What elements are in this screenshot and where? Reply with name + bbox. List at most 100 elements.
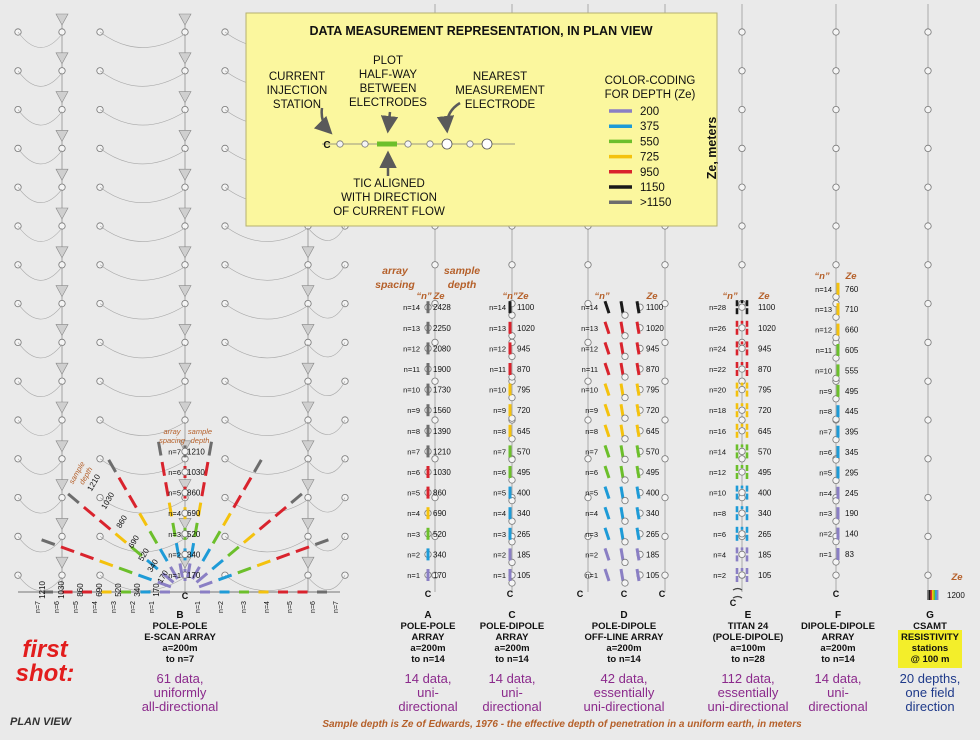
data-tic (41, 538, 56, 547)
demo-electrode (404, 140, 412, 148)
nearest_electrode-line: MEASUREMENT (455, 85, 544, 97)
n-label: n=14 (403, 303, 420, 312)
data-tic (204, 461, 210, 477)
ze-value: 1030 (433, 468, 451, 477)
n-label: n=10 (581, 386, 598, 395)
array-label: C (508, 610, 515, 621)
wire-curve (17, 458, 346, 475)
arrow-plot (380, 111, 399, 134)
electrode (58, 377, 66, 385)
data-tic (635, 445, 641, 458)
electrode (621, 476, 629, 484)
ze-value: 795 (758, 386, 772, 395)
ze-value: 340 (433, 550, 447, 559)
electrode (431, 338, 439, 346)
station-triangle (301, 285, 315, 298)
electrode (584, 455, 592, 463)
array-label: ARRAY (822, 632, 856, 643)
n-label: n=9 (819, 387, 832, 396)
array-label: RESISTIVITY (901, 632, 960, 643)
demo-electrode (426, 140, 434, 148)
bottom-n-label: n=1 (195, 601, 202, 613)
data-tic (211, 558, 224, 571)
electrode (661, 493, 669, 502)
ze-value: 1020 (517, 324, 535, 333)
arrow-nearest (436, 101, 461, 134)
electrode (221, 299, 229, 308)
n-label: n=8 (407, 427, 420, 436)
data-tic (619, 506, 625, 520)
array-summary: uni- (417, 685, 439, 700)
tic_aligned-line: WITH DIRECTION (341, 192, 437, 204)
electrode (924, 106, 932, 114)
current-c: C (833, 589, 840, 599)
n-label: n=4 (407, 509, 420, 518)
ze-value: 1100 (758, 303, 776, 312)
legend-box (245, 12, 718, 227)
ze-value: 1100 (517, 303, 535, 312)
array-summary: 14 data, (489, 671, 536, 686)
station-triangle (55, 440, 69, 453)
electrode (832, 456, 840, 464)
data-tic (157, 580, 172, 589)
station-triangle (55, 91, 69, 104)
electrode (508, 414, 516, 422)
electrode (621, 558, 629, 567)
electrode (924, 377, 932, 385)
data-tic (222, 512, 232, 527)
n-label: n=3 (168, 530, 181, 539)
wire-curve (17, 186, 346, 203)
data-tic (603, 403, 611, 417)
data-tic (314, 538, 329, 547)
data-tic (198, 580, 213, 589)
electrode (832, 354, 840, 362)
n-label: n=6 (585, 468, 598, 477)
electrode (181, 299, 189, 308)
electrode (924, 261, 932, 269)
data-tic (189, 542, 196, 558)
electrode (304, 261, 312, 269)
station-triangle (301, 401, 315, 414)
n-label: n=2 (168, 550, 181, 559)
ze-value: 645 (758, 427, 772, 436)
electrode (832, 435, 840, 444)
array-spacing-annot: spacing (375, 279, 415, 291)
data-tic (171, 522, 177, 537)
data-tic (227, 545, 240, 558)
electrode (924, 183, 932, 191)
data-tic (603, 465, 611, 479)
data-tic (619, 321, 625, 335)
data-tic (174, 542, 181, 558)
electrode (181, 509, 189, 517)
array-label: to n=14 (495, 654, 529, 665)
electrode (738, 571, 746, 579)
n-label: n=12 (581, 344, 598, 353)
n-label: n=13 (403, 324, 420, 333)
electrode (661, 571, 669, 579)
electrode (621, 538, 629, 546)
electrode (924, 338, 932, 346)
data-tic (195, 572, 209, 584)
n-label: n=2 (585, 550, 598, 559)
n-label: n=28 (709, 303, 726, 312)
data-tic (146, 558, 159, 571)
current_injection-line: STATION (273, 99, 321, 111)
n-label: n=5 (819, 468, 832, 477)
legend-title: DATA MEASUREMENT REPRESENTATION, IN PLAN… (309, 24, 652, 38)
data-tic (619, 548, 625, 561)
electrode (58, 106, 66, 114)
data-marks (41, 12, 962, 668)
data-tic (164, 482, 170, 497)
electrode (621, 579, 629, 587)
data-tic (603, 424, 611, 438)
electrode (508, 332, 516, 340)
demo-electrode (466, 140, 474, 148)
electrode (508, 558, 516, 567)
data-tic (619, 486, 625, 499)
array-summary: 14 data, (405, 671, 452, 686)
n-label: n=9 (407, 406, 420, 415)
bottom-n-label: n=1 (149, 601, 156, 613)
legend-entry-label: 200 (640, 106, 659, 118)
ze-value: 105 (758, 571, 772, 580)
demo-current-c: C (323, 140, 330, 151)
